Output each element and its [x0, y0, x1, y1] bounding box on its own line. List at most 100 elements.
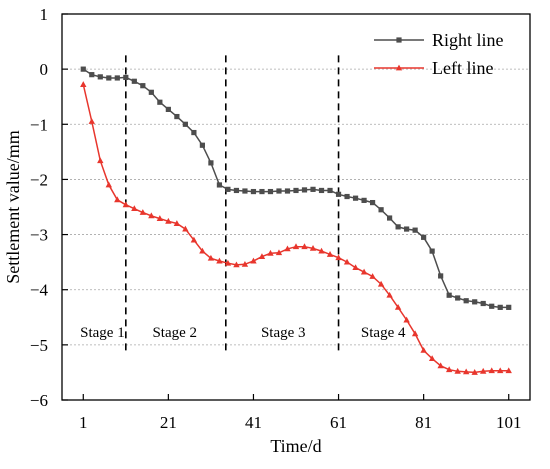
data-point: [89, 72, 95, 78]
data-point: [199, 142, 205, 148]
data-point: [284, 188, 291, 194]
data-point: [293, 187, 299, 194]
data-point: [88, 118, 95, 124]
data-point: [352, 264, 359, 271]
data-point: [242, 188, 248, 194]
y-tick-label: −6: [30, 391, 48, 410]
data-point: [386, 291, 393, 298]
data-point: [148, 212, 155, 219]
data-point: [114, 196, 121, 203]
data-point: [310, 186, 316, 192]
data-point: [497, 367, 504, 374]
data-point: [225, 186, 231, 192]
data-point: [429, 248, 435, 254]
data-point: [207, 254, 215, 261]
legend-marker: [396, 37, 402, 43]
data-point: [437, 362, 444, 369]
data-point: [276, 188, 282, 194]
data-point: [156, 215, 164, 221]
data-point: [472, 299, 478, 305]
data-point: [352, 195, 359, 201]
data-point: [318, 247, 325, 254]
data-point: [250, 257, 257, 264]
data-point: [387, 215, 393, 221]
x-tick-label: 81: [415, 413, 432, 432]
data-point: [208, 160, 214, 166]
x-tick-label: 41: [245, 413, 262, 432]
x-tick-label: 1: [79, 413, 88, 432]
data-point: [343, 258, 351, 265]
data-point: [420, 346, 427, 353]
data-point: [199, 247, 206, 254]
data-point: [275, 249, 283, 256]
data-point: [455, 295, 461, 301]
data-point: [165, 106, 171, 112]
data-point: [309, 244, 317, 251]
data-point: [259, 188, 265, 195]
data-point: [106, 75, 112, 81]
legend: Right line Left line: [374, 30, 504, 78]
data-point: [241, 260, 249, 267]
data-point: [131, 78, 137, 84]
data-point: [216, 257, 223, 264]
data-point: [190, 236, 198, 243]
data-point: [506, 304, 512, 310]
data-point: [182, 121, 188, 127]
data-point: [140, 83, 146, 89]
data-point: [335, 191, 342, 197]
data-point: [233, 187, 240, 194]
data-point: [395, 224, 401, 230]
data-point: [438, 273, 444, 279]
data-point: [174, 113, 180, 120]
x-tick-label: 61: [330, 413, 347, 432]
data-point: [327, 187, 333, 194]
data-point: [80, 66, 86, 72]
data-point: [446, 292, 452, 298]
data-point: [97, 157, 104, 164]
data-point: [428, 355, 436, 362]
data-point: [505, 367, 512, 374]
data-point: [489, 303, 495, 309]
data-point: [480, 367, 487, 374]
data-point: [369, 273, 376, 279]
data-point: [250, 188, 257, 195]
data-series: [80, 66, 512, 375]
stage-label: Stage 1: [80, 325, 125, 341]
stage-label: Stage 3: [261, 325, 306, 341]
data-point: [97, 74, 103, 80]
data-point: [148, 89, 154, 95]
y-tick-label: −1: [30, 115, 48, 134]
data-point: [335, 254, 342, 261]
data-point: [165, 217, 172, 224]
stage-label: Stage 4: [361, 325, 406, 341]
data-point: [216, 182, 223, 188]
legend-marker: [395, 64, 403, 71]
data-point: [488, 367, 495, 374]
data-point: [157, 99, 163, 105]
data-point: [326, 251, 334, 257]
data-point: [412, 227, 418, 233]
data-point: [114, 75, 120, 81]
y-tick-label: −4: [30, 281, 49, 300]
y-tick-label: −5: [30, 336, 48, 355]
y-tick-label: 0: [40, 60, 49, 79]
data-point: [301, 187, 308, 193]
data-point: [394, 303, 402, 310]
data-point: [471, 369, 478, 375]
y-tick-label: −2: [30, 170, 48, 189]
data-point: [284, 245, 291, 252]
stage-label: Stage 2: [152, 325, 197, 341]
legend-label: Left line: [432, 58, 493, 78]
data-point: [80, 81, 87, 87]
data-point: [258, 253, 266, 260]
plot-frame: [61, 13, 531, 401]
data-point: [182, 225, 189, 232]
data-point: [404, 226, 410, 232]
data-point: [267, 188, 274, 195]
y-axis-title: Settlement value/mm: [3, 130, 23, 283]
data-point: [233, 261, 240, 268]
data-point: [191, 129, 197, 136]
data-point: [123, 74, 129, 81]
data-point: [292, 243, 300, 250]
x-axis-title: Time/d: [270, 436, 321, 456]
